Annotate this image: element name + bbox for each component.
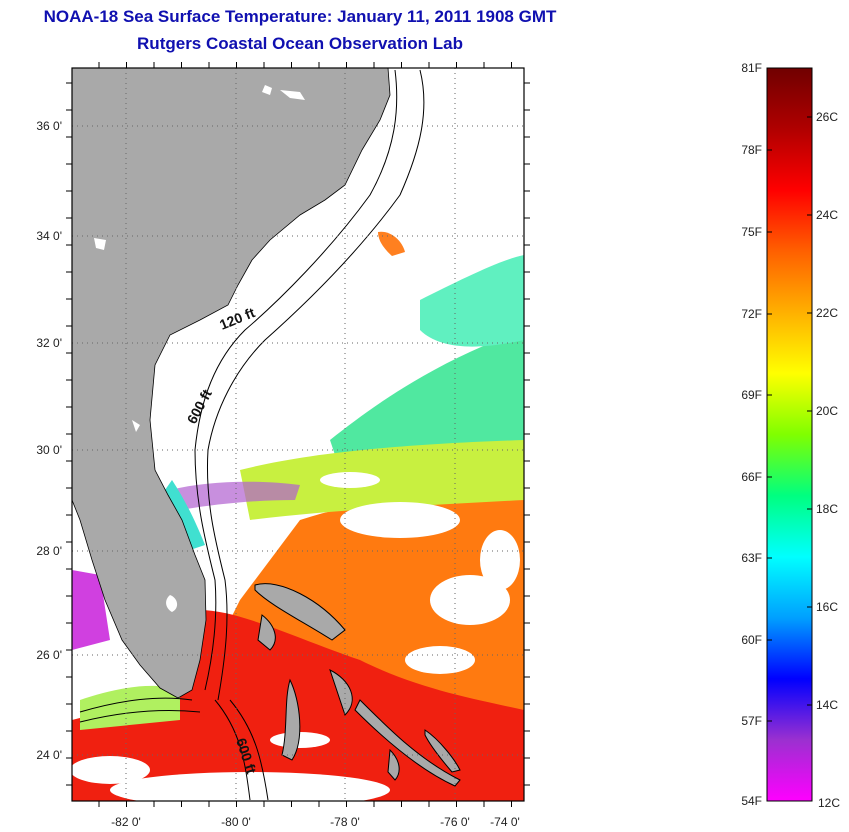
lat-label: 28 0' — [36, 544, 62, 558]
colorbar-c-label: 20C — [816, 404, 838, 418]
depth-contours — [79, 69, 425, 801]
map-plot-area: 120 ft 600 ft 600 ft — [72, 68, 524, 801]
colorbar-f-label: 81F — [741, 61, 762, 75]
colorbar-f-label: 60F — [741, 633, 762, 647]
colorbar-c-label: 24C — [816, 208, 838, 222]
lon-label: -76 0' — [440, 815, 470, 829]
sst-purple-band — [170, 481, 300, 510]
colorbar-c-label: 16C — [816, 600, 838, 614]
sst-yellow-band — [240, 440, 524, 520]
map-subtitle: Rutgers Coastal Ocean Observation Lab — [137, 34, 463, 53]
colorbar-gradient — [766, 67, 813, 802]
sst-northern-green-region — [330, 330, 524, 470]
colorbar-f-label: 69F — [741, 388, 762, 402]
sst-coastal-cyan — [165, 480, 205, 550]
colorbar-f-label: 75F — [741, 225, 762, 239]
sst-magenta-patch — [72, 570, 110, 650]
lon-label: -78 0' — [330, 815, 360, 829]
map-gridlines — [72, 68, 524, 801]
lat-label: 24 0' — [36, 748, 62, 762]
colorbar-c-label: 18C — [816, 502, 838, 516]
sst-shelf-green — [80, 685, 180, 730]
temperature-colorbar: 81F 78F 75F 72F 69F 66F 63F 60F 57F 54F … — [741, 61, 840, 810]
colorbar-f-label: 66F — [741, 470, 762, 484]
inland-water-features — [94, 85, 305, 612]
lat-label: 34 0' — [36, 229, 62, 243]
map-tick-marks — [66, 62, 530, 807]
latitude-labels: 36 0' 34 0' 32 0' 30 0' 28 0' 26 0' 24 0… — [36, 119, 62, 762]
map-title: NOAA-18 Sea Surface Temperature: January… — [43, 7, 557, 26]
lat-label: 36 0' — [36, 119, 62, 133]
colorbar-c-label: 22C — [816, 306, 838, 320]
lat-label: 30 0' — [36, 443, 62, 457]
sst-green-blue-band — [420, 255, 524, 347]
lon-label: -80 0' — [221, 815, 251, 829]
colorbar-f-label: 57F — [741, 714, 762, 728]
colorbar-f-label: 54F — [741, 794, 762, 808]
lat-label: 32 0' — [36, 336, 62, 350]
sst-orange-patch-north — [378, 231, 405, 256]
bahamas-islands — [254, 583, 461, 787]
colorbar-f-label: 63F — [741, 551, 762, 565]
longitude-labels: -82 0' -80 0' -78 0' -76 0' -74 0' — [111, 815, 520, 829]
colorbar-f-label: 78F — [741, 143, 762, 157]
cloud-cover — [72, 472, 520, 801]
lat-label: 26 0' — [36, 648, 62, 662]
lon-label: -74 0' — [490, 815, 520, 829]
colorbar-f-label: 72F — [741, 307, 762, 321]
us-mainland — [72, 68, 391, 699]
lon-label: -82 0' — [111, 815, 141, 829]
colorbar-c-label: 26C — [816, 110, 838, 124]
colorbar-c-label: 14C — [816, 698, 838, 712]
colorbar-c-label: 12C — [818, 796, 840, 810]
